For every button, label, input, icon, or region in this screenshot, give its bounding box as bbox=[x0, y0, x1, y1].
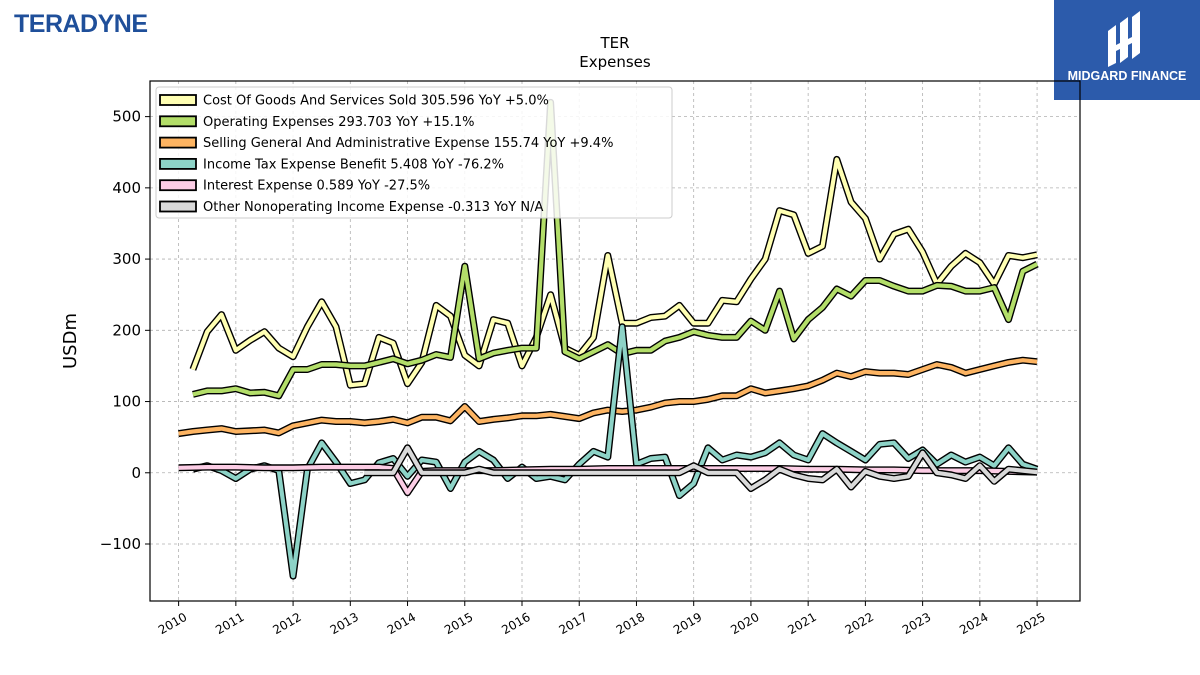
legend-swatch-sga bbox=[159, 136, 197, 149]
legend-label-opex: Operating Expenses 293.703 YoY +15.1% bbox=[203, 115, 475, 130]
x-tick-label: 2022 bbox=[843, 610, 876, 637]
legend-label-tax: Income Tax Expense Benefit 5.408 YoY -76… bbox=[203, 157, 504, 172]
legend-label-sga: Selling General And Administrative Expen… bbox=[203, 136, 613, 151]
legend-label-cogs: Cost Of Goods And Services Sold 305.596 … bbox=[203, 94, 549, 109]
plot-frame bbox=[149, 80, 1081, 602]
x-tick-label: 2014 bbox=[385, 610, 418, 637]
x-tick-label: 2023 bbox=[900, 610, 933, 637]
y-tick-label: 300 bbox=[112, 250, 141, 268]
series-lines bbox=[178, 98, 1039, 580]
x-tick-label: 2011 bbox=[213, 610, 246, 637]
x-tick-label: 2016 bbox=[499, 610, 532, 637]
y-tick-label: 200 bbox=[112, 321, 141, 339]
y-tick-label: 0 bbox=[131, 464, 141, 482]
legend-swatch-opex bbox=[159, 115, 197, 128]
chart-title: TER bbox=[599, 34, 629, 52]
y-tick-label: 100 bbox=[112, 393, 141, 411]
series-line-other bbox=[364, 445, 1038, 491]
chart-subtitle: Expenses bbox=[579, 53, 651, 71]
partner-logo-text: MIDGARD FINANCE bbox=[1067, 69, 1187, 83]
y-tick-label: −100 bbox=[100, 535, 141, 553]
legend-label-other: Other Nonoperating Income Expense -0.313… bbox=[203, 200, 543, 215]
x-tick-label: 2020 bbox=[728, 610, 761, 637]
legend: Cost Of Goods And Services Sold 305.596 … bbox=[155, 86, 673, 219]
series-line-tax bbox=[192, 324, 1038, 579]
x-tick-label: 2012 bbox=[270, 610, 303, 637]
x-tick-label: 2021 bbox=[785, 610, 818, 637]
x-tick-label: 2015 bbox=[442, 610, 475, 637]
series-line-sga bbox=[178, 358, 1038, 436]
legend-swatch-cogs bbox=[159, 94, 197, 106]
partner-logo: MIDGARD FINANCE bbox=[1054, 0, 1200, 100]
company-logo: TERADYNE bbox=[14, 10, 148, 38]
legend-swatch-tax bbox=[159, 157, 197, 170]
legend-swatch-interest bbox=[159, 179, 197, 192]
legend-label-interest: Interest Expense 0.589 YoY -27.5% bbox=[203, 179, 430, 194]
legend-swatch-other bbox=[159, 200, 197, 213]
series-line-opex bbox=[192, 100, 1039, 398]
y-tick-label: 500 bbox=[112, 108, 141, 126]
x-tick-label: 2013 bbox=[328, 610, 361, 637]
midgard-mark-icon bbox=[1108, 11, 1140, 67]
series-line-interest bbox=[178, 465, 1038, 495]
x-tick-label: 2024 bbox=[957, 610, 990, 637]
y-tick-label: 400 bbox=[112, 179, 141, 197]
series-line-cogs bbox=[190, 157, 1038, 388]
x-tick-label: 2017 bbox=[557, 610, 590, 637]
x-tick-label: 2025 bbox=[1014, 610, 1047, 637]
x-tick-label: 2019 bbox=[671, 610, 704, 637]
legend-box bbox=[155, 86, 673, 219]
x-tick-label: 2018 bbox=[614, 610, 647, 637]
x-tick-label: 2010 bbox=[156, 610, 189, 637]
y-axis-label: USDm bbox=[60, 313, 81, 369]
